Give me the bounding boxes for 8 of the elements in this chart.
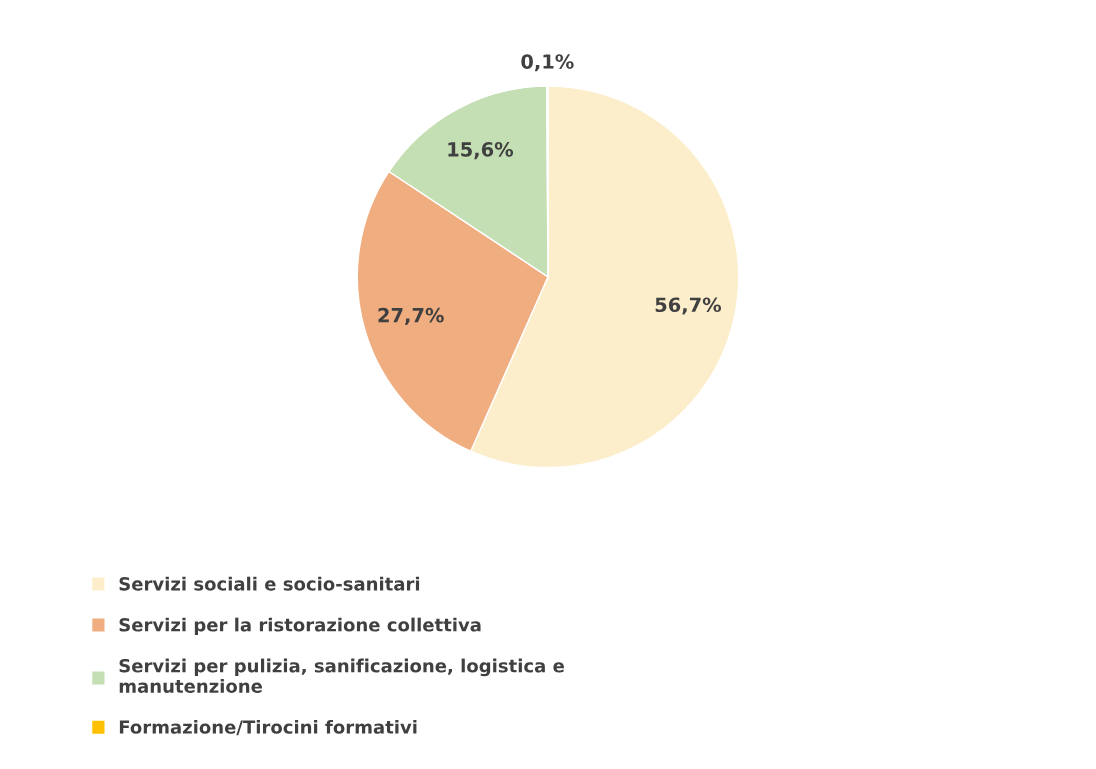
data-label: 27,7% <box>378 307 444 326</box>
data-label: 0,1% <box>521 54 574 72</box>
legend-label: Formazione/Tirocini formativi <box>119 719 417 736</box>
data-label: 56,7% <box>655 297 722 315</box>
legend-label: Servizi per la ristorazione collettiva <box>119 617 481 636</box>
legend-label: Servizi sociali e socio-sanitari <box>119 576 420 591</box>
data-label: 15,6% <box>448 141 514 160</box>
legend-label: Servizi per pulizia, sanificazione, logistica e manutenzione <box>119 658 564 693</box>
